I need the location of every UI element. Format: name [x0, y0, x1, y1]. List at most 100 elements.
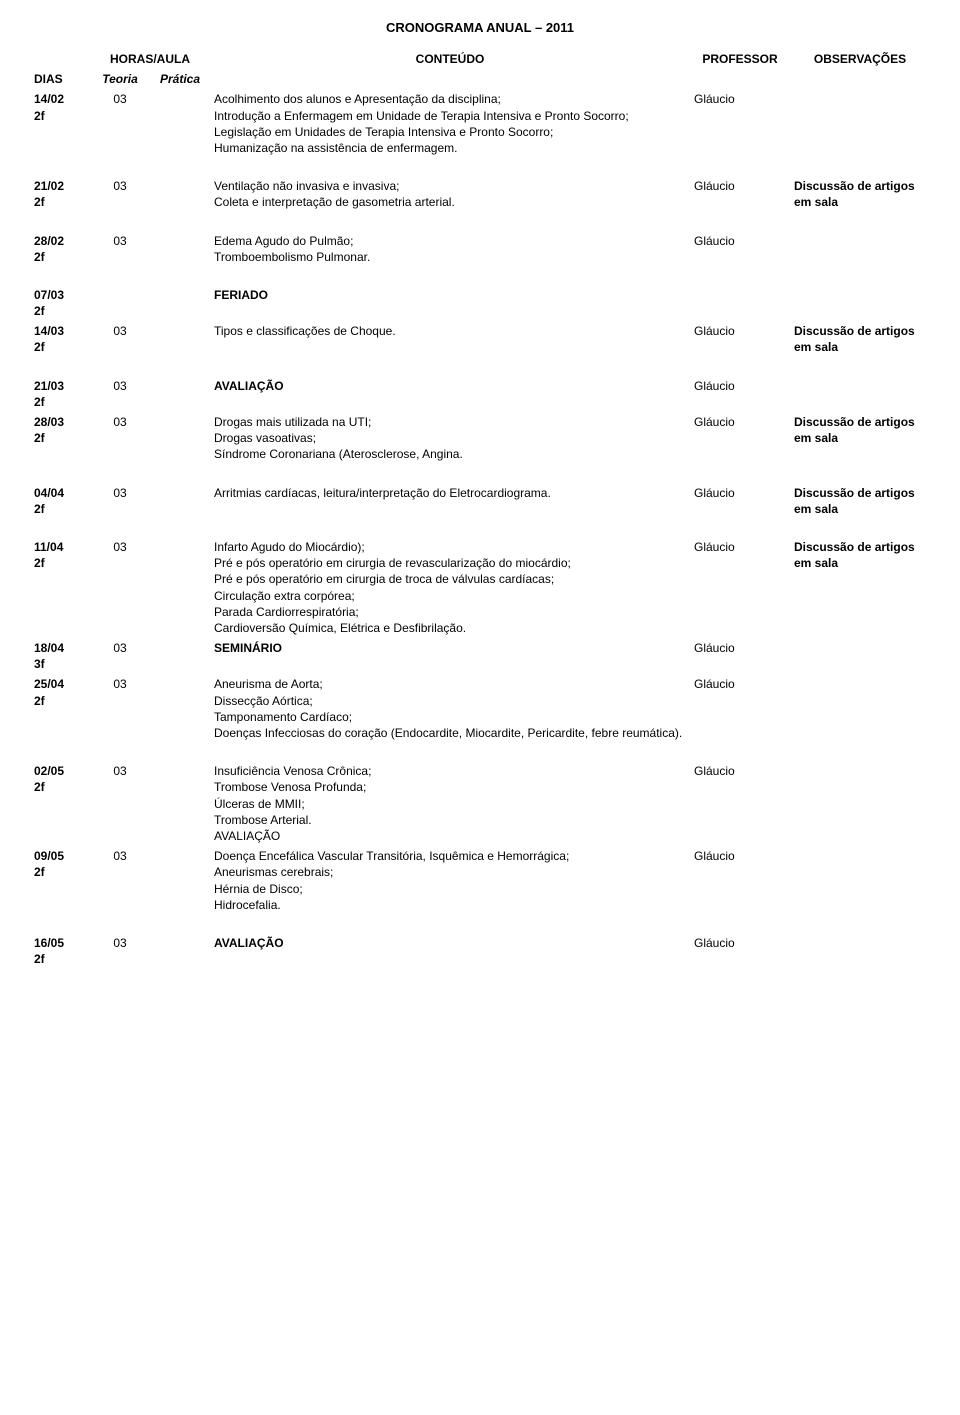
conteudo-cell: Aneurisma de Aorta; Dissecção Aórtica; T… — [210, 674, 690, 743]
conteudo-cell: AVALIAÇÃO — [210, 933, 690, 969]
observacoes-cell — [790, 933, 930, 969]
conteudo-cell: Tipos e classificações de Choque. — [210, 321, 690, 357]
dias-cell: 16/05 2f — [30, 933, 90, 969]
pratica-cell — [150, 285, 210, 321]
table-row: 11/04 2f03 Infarto Agudo do Miocárdio); P… — [30, 537, 930, 638]
pratica-cell — [150, 537, 210, 638]
table-row: 28/02 2f03Edema Agudo do Pulmão; Tromboe… — [30, 231, 930, 267]
dias-cell: 14/02 2f — [30, 89, 90, 158]
spacer-row — [30, 267, 930, 285]
observacoes-cell — [790, 89, 930, 158]
professor-cell: Gláucio — [690, 638, 790, 674]
pratica-cell — [150, 483, 210, 519]
header-blank — [30, 49, 90, 69]
conteudo-cell: SEMINÁRIO — [210, 638, 690, 674]
header-blank4 — [790, 69, 930, 89]
table-row: 14/03 2f03 Tipos e classificações de Choq… — [30, 321, 930, 357]
table-row: 18/04 3f03 SEMINÁRIOGláucio — [30, 638, 930, 674]
observacoes-cell — [790, 674, 930, 743]
teoria-cell: 03 — [90, 89, 150, 158]
table-row: 14/02 2f03Acolhimento dos alunos e Apres… — [30, 89, 930, 158]
dias-cell: 28/03 2f — [30, 412, 90, 465]
dias-cell: 14/03 2f — [30, 321, 90, 357]
observacoes-cell — [790, 285, 930, 321]
dias-cell: 04/04 2f — [30, 483, 90, 519]
spacer-row — [30, 915, 930, 933]
teoria-cell: 03 — [90, 376, 150, 412]
professor-cell: Gláucio — [690, 89, 790, 158]
conteudo-cell: Doença Encefálica Vascular Transitória, … — [210, 846, 690, 915]
teoria-cell: 03 — [90, 231, 150, 267]
spacer-row — [30, 465, 930, 483]
teoria-cell: 03 — [90, 176, 150, 212]
spacer-row — [30, 519, 930, 537]
observacoes-cell: Discussão de artigos em sala — [790, 483, 930, 519]
professor-cell: Gláucio — [690, 537, 790, 638]
teoria-cell: 03 — [90, 933, 150, 969]
dias-cell: 18/04 3f — [30, 638, 90, 674]
professor-cell: Gláucio — [690, 846, 790, 915]
header-horas-aula: HORAS/AULA — [90, 49, 210, 69]
page-title: CRONOGRAMA ANUAL – 2011 — [30, 20, 930, 35]
conteudo-cell: Edema Agudo do Pulmão; Tromboembolismo P… — [210, 231, 690, 267]
header-professor: PROFESSOR — [690, 49, 790, 69]
dias-cell: 21/03 2f — [30, 376, 90, 412]
professor-cell — [690, 285, 790, 321]
observacoes-cell — [790, 231, 930, 267]
professor-cell: Gláucio — [690, 321, 790, 357]
pratica-cell — [150, 376, 210, 412]
dias-cell: 11/04 2f — [30, 537, 90, 638]
professor-cell: Gláucio — [690, 412, 790, 465]
pratica-cell — [150, 231, 210, 267]
professor-cell: Gláucio — [690, 376, 790, 412]
pratica-cell — [150, 933, 210, 969]
pratica-cell — [150, 412, 210, 465]
header-dias: DIAS — [30, 69, 90, 89]
spacer-row — [30, 358, 930, 376]
teoria-cell: 03 — [90, 321, 150, 357]
conteudo-cell: Infarto Agudo do Miocárdio); Pré e pós o… — [210, 537, 690, 638]
professor-cell: Gláucio — [690, 231, 790, 267]
observacoes-cell — [790, 761, 930, 846]
professor-cell: Gláucio — [690, 761, 790, 846]
pratica-cell — [150, 674, 210, 743]
teoria-cell: 03 — [90, 537, 150, 638]
header-blank3 — [690, 69, 790, 89]
teoria-cell: 03 — [90, 412, 150, 465]
teoria-cell — [90, 285, 150, 321]
dias-cell: 21/02 2f — [30, 176, 90, 212]
conteudo-cell: FERIADO — [210, 285, 690, 321]
header-conteudo: CONTEÚDO — [210, 49, 690, 69]
table-row: 04/04 2f03 Arritmias cardíacas, leitura/i… — [30, 483, 930, 519]
teoria-cell: 03 — [90, 638, 150, 674]
observacoes-cell: Discussão de artigos em sala — [790, 537, 930, 638]
teoria-cell: 03 — [90, 674, 150, 743]
professor-cell: Gláucio — [690, 176, 790, 212]
observacoes-cell: Discussão de artigos em sala — [790, 176, 930, 212]
observacoes-cell: Discussão de artigos em sala — [790, 321, 930, 357]
professor-cell: Gláucio — [690, 933, 790, 969]
conteudo-cell: Arritmias cardíacas, leitura/interpretaç… — [210, 483, 690, 519]
spacer-row — [30, 213, 930, 231]
professor-cell: Gláucio — [690, 483, 790, 519]
table-row: 28/03 2f03 Drogas mais utilizada na UTI; … — [30, 412, 930, 465]
observacoes-cell — [790, 638, 930, 674]
table-row: 25/04 2f03 Aneurisma de Aorta; Dissecção … — [30, 674, 930, 743]
conteudo-cell: Drogas mais utilizada na UTI; Drogas vas… — [210, 412, 690, 465]
table-row: 02/05 2f03Insuficiência Venosa Crônica; … — [30, 761, 930, 846]
pratica-cell — [150, 761, 210, 846]
conteudo-cell: AVALIAÇÃO — [210, 376, 690, 412]
dias-cell: 25/04 2f — [30, 674, 90, 743]
pratica-cell — [150, 846, 210, 915]
header-pratica: Prática — [150, 69, 210, 89]
table-row: 07/03 2fFERIADO — [30, 285, 930, 321]
professor-cell: Gláucio — [690, 674, 790, 743]
table-row: 16/05 2f03 AVALIAÇÃOGláucio — [30, 933, 930, 969]
pratica-cell — [150, 638, 210, 674]
teoria-cell: 03 — [90, 846, 150, 915]
conteudo-cell: Insuficiência Venosa Crônica; Trombose V… — [210, 761, 690, 846]
spacer-row — [30, 743, 930, 761]
dias-cell: 02/05 2f — [30, 761, 90, 846]
observacoes-cell — [790, 846, 930, 915]
teoria-cell: 03 — [90, 483, 150, 519]
